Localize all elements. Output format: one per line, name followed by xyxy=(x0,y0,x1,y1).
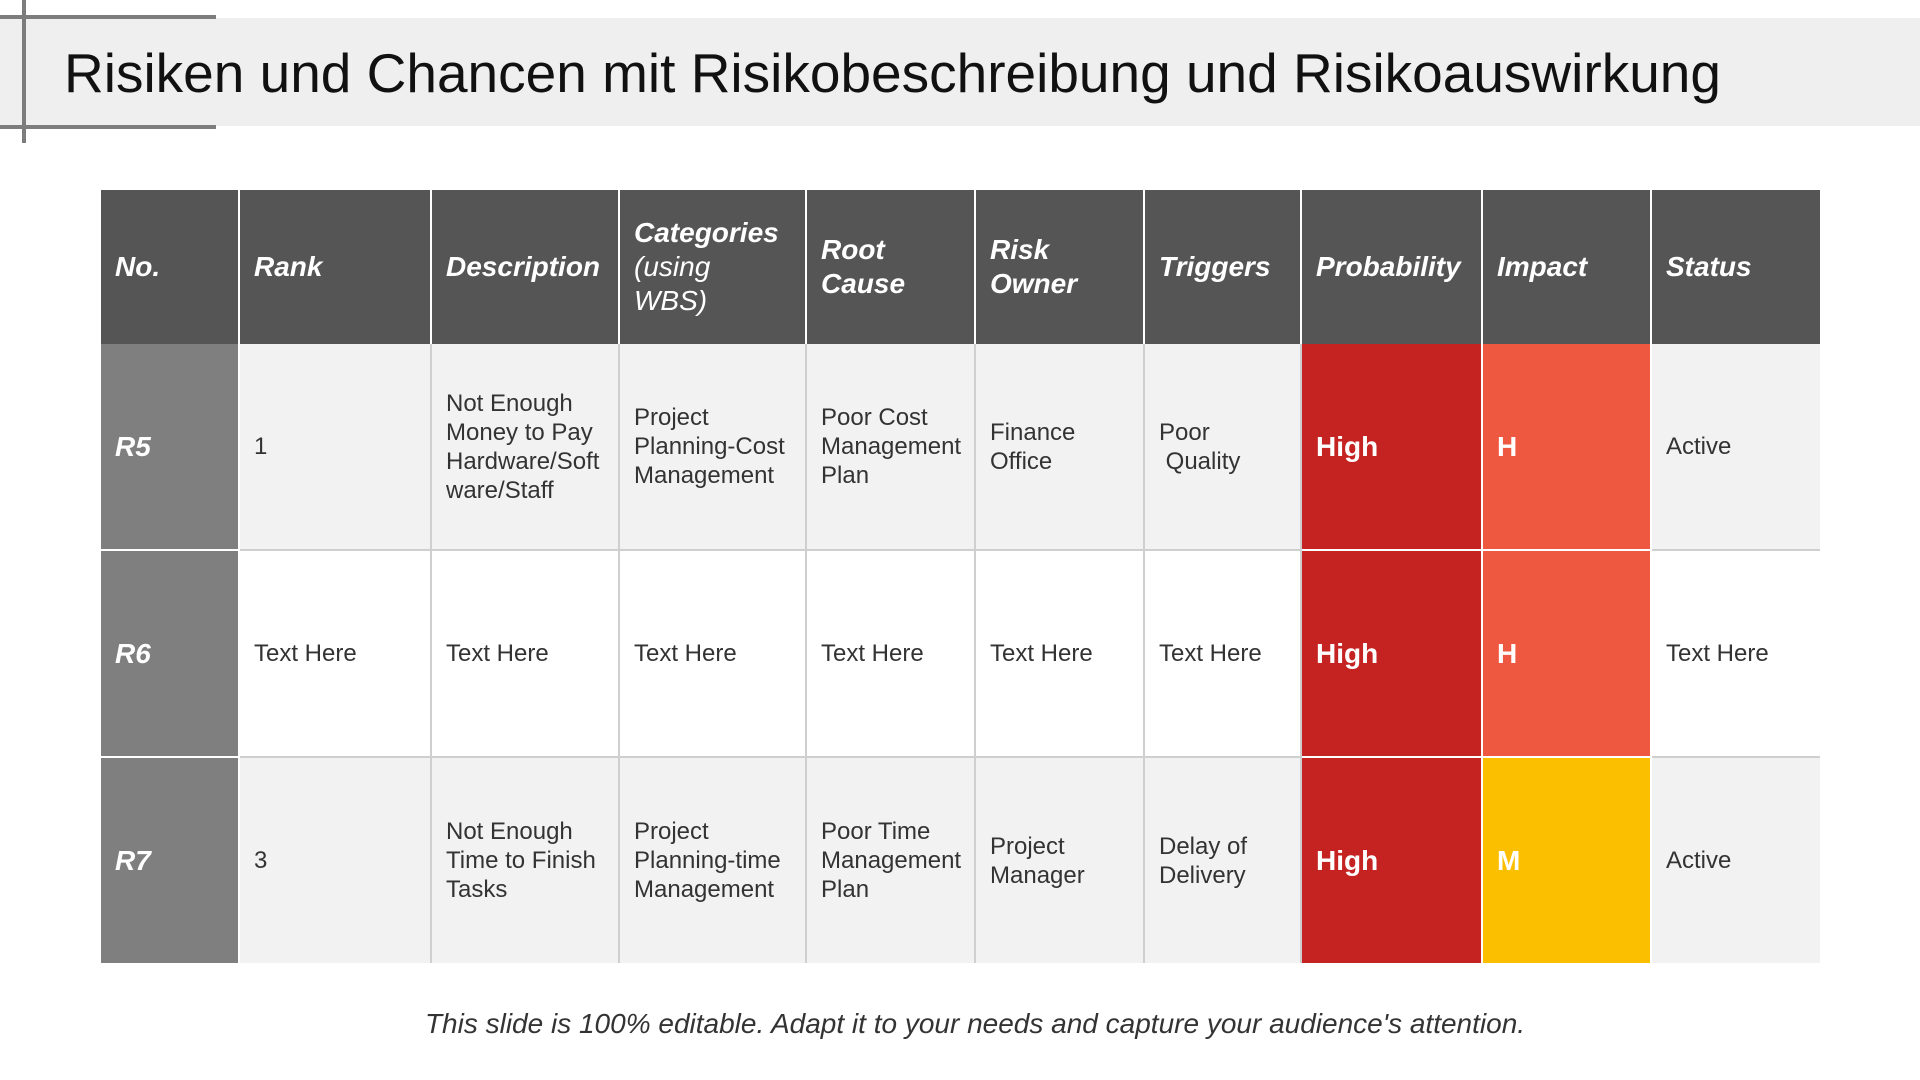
header-triggers: Triggers xyxy=(1144,190,1302,344)
table-row: R7 3 Not Enough Time to Finish Tasks Project P… xyxy=(101,757,1820,963)
impact-cell: H xyxy=(1482,550,1652,758)
corner-accent-top-line xyxy=(0,15,216,19)
categories-cell: Text Here xyxy=(619,550,807,758)
row-number-cell: R5 xyxy=(101,344,240,551)
risk-owner-cell: Project Manager xyxy=(975,757,1145,963)
row-number-cell: R7 xyxy=(101,757,240,963)
description-cell: Not Enough Time to Finish Tasks xyxy=(431,757,620,963)
risk-owner-cell: Text Here xyxy=(975,550,1145,758)
header-description: Description xyxy=(431,190,620,344)
cell-line: Money to Pay xyxy=(446,418,593,446)
header-categories-line: (using WBS) xyxy=(634,251,711,316)
title-band xyxy=(0,18,1920,126)
rank-cell: Text Here xyxy=(239,550,432,758)
cell-line: Text Here xyxy=(990,640,1093,667)
triggers-cell: Poor Quality xyxy=(1144,344,1302,551)
probability-cell: High xyxy=(1301,344,1483,551)
header-status: Status xyxy=(1651,190,1820,344)
impact-cell: M xyxy=(1482,757,1652,963)
cell-line: Quality xyxy=(1159,447,1241,475)
header-no: No. xyxy=(101,190,240,344)
cell-line: Planning-time xyxy=(634,847,781,874)
cell-line: Plan xyxy=(821,876,870,903)
status-cell: Active xyxy=(1651,344,1820,551)
root-cause-cell: Poor Time Management Plan xyxy=(806,757,976,963)
corner-accent-bottom-line xyxy=(0,125,216,129)
cell-line: Text Here xyxy=(446,640,549,667)
cell-line: Text Here xyxy=(821,640,924,667)
table-row: R5 1 Not Enough Money to Pay Hardware/Soft wa… xyxy=(101,344,1820,551)
header-risk-owner-line: Risk xyxy=(990,234,1050,265)
cell-line: Poor Time xyxy=(821,818,931,845)
impact-cell: H xyxy=(1482,344,1652,551)
probability-cell: High xyxy=(1301,550,1483,758)
status-cell: Text Here xyxy=(1651,550,1820,758)
header-impact: Impact xyxy=(1482,190,1652,344)
row-number-cell: R6 xyxy=(101,550,240,758)
cell-line: Project xyxy=(634,818,709,845)
cell-line: Office xyxy=(990,447,1053,475)
header-probability: Probability xyxy=(1301,190,1483,344)
header-risk-owner-line: Owner xyxy=(990,268,1078,299)
header-root-cause-line: Cause xyxy=(821,268,906,299)
cell-line: Management xyxy=(821,433,962,460)
cell-line: Plan xyxy=(821,462,870,489)
cell-line: Not Enough xyxy=(446,389,573,417)
rank-cell: 3 xyxy=(239,757,432,963)
root-cause-cell: Text Here xyxy=(806,550,976,758)
cell-line: Delay of xyxy=(1159,832,1248,860)
corner-accent-vertical-line xyxy=(22,0,26,143)
cell-line: Finance xyxy=(990,418,1076,446)
description-cell: Not Enough Money to Pay Hardware/Soft ware/… xyxy=(431,344,620,551)
risk-table: No. Rank Description Categories (using W… xyxy=(101,190,1820,963)
cell-line: Management xyxy=(821,847,962,874)
header-rank: Rank xyxy=(239,190,432,344)
cell-line: Planning-Cost xyxy=(634,433,785,460)
cell-line: Time to Finish xyxy=(446,847,596,874)
cell-line: Tasks xyxy=(446,876,508,903)
cell-line: ware/Staff xyxy=(446,476,554,504)
cell-line: Delivery xyxy=(1159,861,1246,889)
slide-title: Risiken und Chancen mit Risikobeschreibu… xyxy=(64,42,1721,104)
header-root-cause-line: Root xyxy=(821,234,885,265)
cell-line: Management xyxy=(634,462,775,489)
triggers-cell: Delay of Delivery xyxy=(1144,757,1302,963)
table-row: R6 Text Here Text Here Text Here Text Here Te… xyxy=(101,550,1820,758)
categories-cell: Project Planning-Cost Management xyxy=(619,344,807,551)
probability-cell: High xyxy=(1301,757,1483,963)
cell-line: Text Here xyxy=(1159,640,1262,667)
root-cause-cell: Poor Cost Management Plan xyxy=(806,344,976,551)
cell-line: Poor xyxy=(1159,418,1210,446)
cell-line: Project xyxy=(990,832,1065,860)
cell-line: Not Enough xyxy=(446,818,573,845)
header-categories-line: Categories xyxy=(634,217,779,248)
header-root-cause: Root Cause xyxy=(806,190,976,344)
header-categories: Categories (using WBS) xyxy=(619,190,807,344)
cell-line: Manager xyxy=(990,861,1085,889)
description-cell: Text Here xyxy=(431,550,620,758)
rank-cell: 1 xyxy=(239,344,432,551)
cell-line: Text Here xyxy=(634,640,737,667)
footer-note: This slide is 100% editable. Adapt it to… xyxy=(424,1008,1526,1039)
header-row: No. Rank Description Categories (using W… xyxy=(101,190,1820,344)
cell-line: Poor Cost xyxy=(821,404,928,431)
status-cell: Active xyxy=(1651,757,1820,963)
categories-cell: Project Planning-time Management xyxy=(619,757,807,963)
cell-line: Management xyxy=(634,876,775,903)
triggers-cell: Text Here xyxy=(1144,550,1302,758)
cell-line: Hardware/Soft xyxy=(446,447,600,475)
risk-owner-cell: Finance Office xyxy=(975,344,1145,551)
header-risk-owner: Risk Owner xyxy=(975,190,1145,344)
cell-line: Project xyxy=(634,404,709,431)
